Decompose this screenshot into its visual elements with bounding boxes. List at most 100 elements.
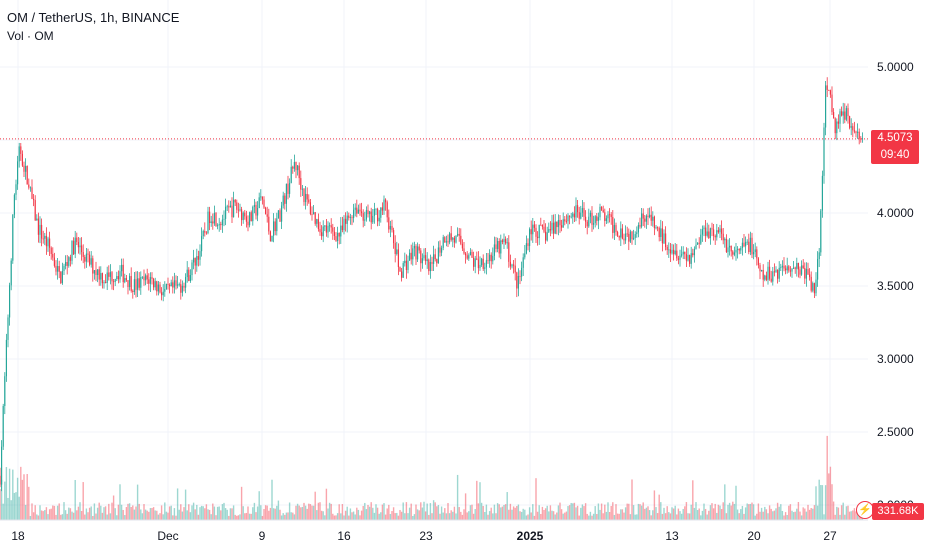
volume-bar [652, 510, 654, 520]
volume-bar [322, 511, 324, 520]
candle-body [711, 228, 713, 230]
candle-body [287, 183, 289, 194]
candle-body [356, 207, 358, 214]
volume-bar [842, 502, 844, 520]
volume-bar [21, 479, 24, 520]
volume-bar [447, 503, 449, 520]
candle-body [634, 234, 636, 238]
candle-body [321, 232, 323, 237]
candle-body [485, 260, 487, 268]
candle-body [473, 257, 475, 267]
candle-body [444, 237, 446, 243]
candle-body [549, 229, 551, 231]
volume-bar [847, 505, 849, 520]
volume-bar [276, 505, 278, 520]
candle-body [629, 231, 631, 242]
grid-lines [0, 0, 868, 520]
volume-bar [592, 513, 595, 520]
volume-bar [669, 513, 672, 520]
candle-body [628, 233, 630, 242]
candle-body [493, 244, 495, 256]
volume-bar [703, 503, 705, 520]
volume-bar [693, 507, 696, 520]
candle-body [279, 210, 281, 222]
volume-bar [455, 513, 457, 520]
last-price-badge: 4.5073 09:40 [871, 130, 919, 164]
volume-bar [837, 507, 840, 520]
candle-body [245, 216, 247, 222]
volume-bar [770, 508, 772, 520]
volume-bar [192, 502, 195, 520]
volume-bar [781, 510, 784, 520]
volume-bar [63, 502, 65, 520]
candle-body [381, 207, 383, 211]
volume-bar [613, 514, 616, 520]
volume-bar [740, 509, 742, 520]
volume-bar [2, 503, 4, 520]
volume-bar [738, 513, 740, 520]
candle-body [338, 232, 340, 237]
volume-bar [765, 509, 768, 520]
candle-body [538, 224, 540, 239]
candle-body [71, 240, 73, 261]
volume-bar [231, 508, 233, 520]
candle-body [676, 250, 678, 259]
volume-bar [431, 513, 433, 520]
candle-body [593, 223, 595, 225]
volume-bar [735, 485, 737, 520]
candle-body [383, 199, 385, 211]
candle-body [820, 210, 822, 253]
volume-bar [487, 514, 489, 520]
candle-body [413, 245, 415, 249]
volume-bar [664, 513, 667, 520]
volume-bar [746, 503, 748, 520]
volume-bar [567, 506, 569, 520]
volume-bar [69, 508, 72, 520]
candle-body [474, 258, 476, 267]
candle-body [860, 138, 862, 140]
volume-bar [71, 511, 73, 520]
candle-body [756, 249, 758, 259]
volume-bar [32, 512, 35, 520]
candle-body [567, 215, 569, 222]
candle-body [610, 214, 612, 218]
volume-bar [421, 507, 424, 520]
volume-bar [183, 507, 185, 520]
volume-bars [0, 435, 864, 520]
x-tick-label: 18 [11, 529, 25, 543]
volume-bar [60, 514, 62, 520]
volume-bar [24, 504, 27, 520]
candle-body [775, 269, 777, 273]
volume-bar [610, 505, 612, 520]
volume-bar [392, 507, 395, 520]
volume-bar [0, 489, 1, 520]
candle-body [633, 237, 635, 240]
volume-bar [829, 466, 832, 520]
volume-bar [280, 515, 283, 520]
volume-bar [760, 507, 763, 520]
candle-body [220, 224, 222, 226]
volume-bar [671, 507, 673, 520]
volume-bar [300, 507, 302, 520]
volume-bar [381, 504, 384, 520]
volume-bar [538, 505, 540, 520]
volume-bar [804, 508, 806, 520]
candle-body [487, 260, 489, 262]
candle-body [290, 166, 292, 183]
candle-body [703, 227, 705, 230]
candle-body [636, 232, 638, 235]
candle-body [265, 207, 267, 215]
candle-body [372, 215, 374, 223]
candle-body [585, 216, 587, 222]
candle-body [228, 206, 230, 208]
candle-body [92, 258, 94, 274]
volume-bar [536, 511, 539, 520]
candle-body [609, 214, 611, 216]
volume-bar [136, 484, 139, 520]
candle-body [351, 217, 353, 219]
candle-body [807, 268, 809, 275]
candle-body [380, 207, 382, 218]
candle-body [295, 161, 297, 171]
volume-bar [852, 510, 854, 520]
